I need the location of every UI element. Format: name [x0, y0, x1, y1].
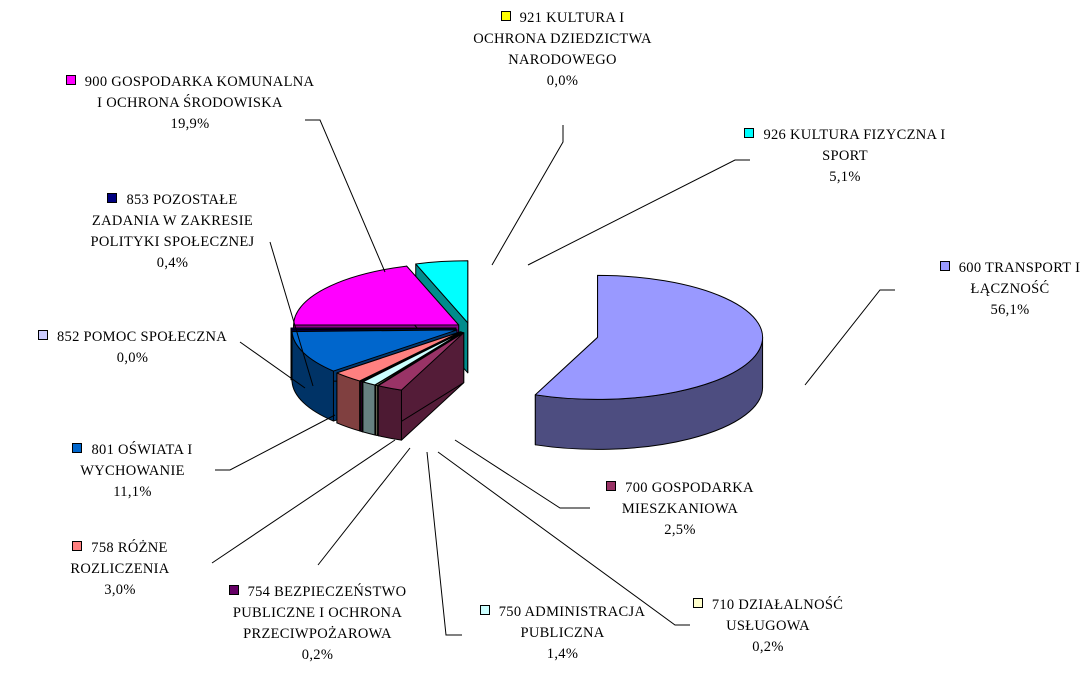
category-label: 750 ADMINISTRACJA PUBLICZNA	[455, 602, 670, 644]
category-label: 700 GOSPODARKA MIESZKANIOWA	[590, 478, 770, 520]
leader-line	[804, 289, 895, 386]
value-label: 0,4%	[156, 255, 189, 271]
data-label: 710 DZIAŁALNOŚĆ USŁUGOWA 0,2%	[678, 595, 858, 658]
category-label: 921 KULTURA I OCHRONA DZIEDZICTWA NARODO…	[470, 8, 655, 71]
value-label: 0,2%	[301, 647, 334, 663]
data-label: 700 GOSPODARKA MIESZKANIOWA 2,5%	[590, 478, 770, 541]
slice	[360, 331, 463, 383]
category-label: 754 BEZPIECZEŃSTWO PUBLICZNE I OCHRONA P…	[210, 582, 425, 645]
data-label: 600 TRANSPORT I ŁĄCZNOŚĆ 56,1%	[925, 258, 1084, 321]
leader-line	[491, 125, 564, 266]
slice	[375, 331, 464, 387]
data-label: 758 RÓŻNE ROZLICZENIA 3,0%	[40, 538, 200, 601]
category-label: 926 KULTURA FIZYCZNA I SPORT	[740, 125, 950, 167]
leader-line	[269, 241, 314, 387]
slice	[534, 274, 763, 400]
leader-line	[239, 341, 306, 389]
slice	[336, 331, 461, 382]
category-label: 900 GOSPODARKA KOMUNALNA I OCHRONA ŚRODO…	[65, 72, 315, 114]
value-label: 0,2%	[752, 639, 784, 655]
value-label: 0,0%	[116, 350, 149, 366]
data-label: 852 POMOC SPOŁECZNA 0,0%	[0, 327, 265, 369]
slice	[377, 332, 465, 391]
category-label: 853 POZOSTAŁE ZADANIA W ZAKRESIE POLITYK…	[75, 190, 270, 253]
leader-line	[211, 439, 396, 564]
data-label: 921 KULTURA I OCHRONA DZIEDZICTWA NARODO…	[470, 8, 655, 92]
leader-line	[454, 439, 590, 509]
slice-side	[377, 385, 402, 441]
value-label: 19,9%	[170, 116, 210, 132]
category-label: 852 POMOC SPOŁECZNA	[0, 327, 265, 348]
slice-group	[377, 332, 465, 441]
category-label: 710 DZIAŁALNOŚĆ USŁUGOWA	[678, 595, 858, 637]
value-label: 11,1%	[113, 484, 152, 500]
category-label: 758 RÓŻNE ROZLICZENIA	[40, 538, 200, 580]
category-label: 801 OŚWIATA I WYCHOWANIE	[50, 440, 215, 482]
slice-side	[360, 380, 363, 433]
value-label: 56,1%	[990, 302, 1030, 318]
data-label: 900 GOSPODARKA KOMUNALNA I OCHRONA ŚRODO…	[65, 72, 315, 135]
leader-line	[305, 119, 386, 273]
value-label: 5,1%	[829, 169, 861, 185]
data-label: 801 OŚWIATA I WYCHOWANIE 11,1%	[50, 440, 215, 503]
leader-line	[527, 159, 750, 266]
value-label: 1,4%	[546, 646, 579, 662]
slice	[415, 260, 469, 324]
leader-line	[215, 414, 336, 471]
category-label: 600 TRANSPORT I ŁĄCZNOŚĆ	[925, 258, 1084, 300]
data-label: 754 BEZPIECZEŃSTWO PUBLICZNE I OCHRONA P…	[210, 582, 425, 666]
data-label: 750 ADMINISTRACJA PUBLICZNA 1,4%	[455, 602, 670, 665]
slice-side	[336, 372, 361, 432]
value-label: 2,5%	[664, 522, 696, 538]
slice-group	[534, 274, 764, 450]
data-label: 926 KULTURA FIZYCZNA I SPORT 5,1%	[740, 125, 950, 188]
value-label: 0,0%	[546, 73, 579, 89]
slice-side	[362, 381, 376, 436]
slice	[362, 331, 463, 386]
slice	[293, 265, 460, 326]
value-label: 3,0%	[104, 582, 136, 598]
data-label: 853 POZOSTAŁE ZADANIA W ZAKRESIE POLITYK…	[75, 190, 270, 274]
leader-line	[317, 447, 411, 566]
slice	[290, 327, 457, 331]
slice-side	[375, 384, 378, 437]
